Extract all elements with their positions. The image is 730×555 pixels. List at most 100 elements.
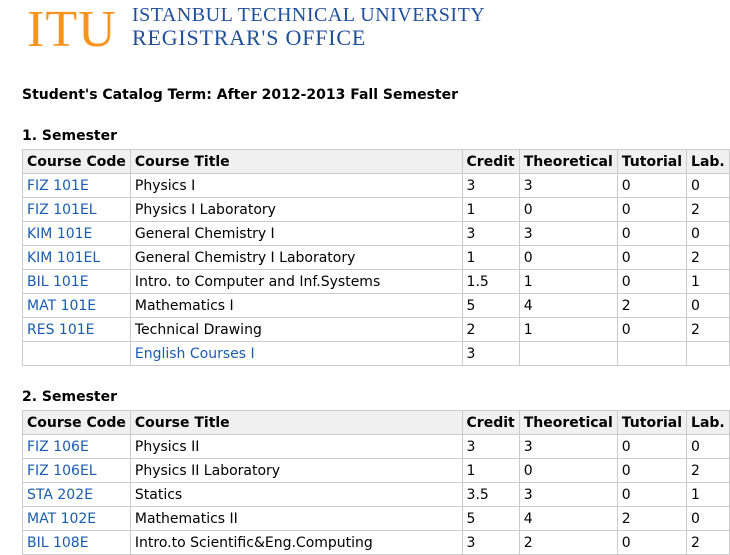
header-row: Course Code Course Title Credit Theoretical… bbox=[22, 410, 730, 435]
course-hours: 3 bbox=[518, 221, 618, 246]
course-hours: 5 bbox=[461, 506, 520, 531]
course-hours: 1 bbox=[461, 197, 520, 222]
course-code[interactable]: KIM 101E bbox=[22, 221, 131, 246]
course-hours: 3 bbox=[461, 173, 520, 198]
course-hours: 1 bbox=[461, 245, 520, 270]
course-hours: 0 bbox=[518, 458, 618, 483]
column-header: Course Title bbox=[129, 410, 463, 435]
course-hours: 1.5 bbox=[461, 269, 520, 294]
course-row: STA 202E Statics 3.5 3 0 1 bbox=[22, 482, 730, 507]
course-title: Physics I bbox=[129, 173, 463, 198]
column-header: Tutorial bbox=[616, 410, 688, 435]
course-hours: 2 bbox=[616, 293, 688, 318]
course-hours: 0 bbox=[616, 269, 688, 294]
course-code bbox=[22, 341, 131, 366]
column-header: Theoretical bbox=[518, 410, 618, 435]
course-hours: 1 bbox=[686, 269, 730, 294]
course-hours: 0 bbox=[616, 173, 688, 198]
course-title: General Chemistry I Laboratory bbox=[129, 245, 463, 270]
course-hours: 1 bbox=[518, 317, 618, 342]
course-hours bbox=[616, 341, 688, 366]
column-header: Credit bbox=[461, 410, 520, 435]
course-hours: 2 bbox=[518, 530, 618, 555]
course-hours: 2 bbox=[686, 458, 730, 483]
course-hours: 1 bbox=[518, 269, 618, 294]
course-title: Intro.to Scientific&Eng.Computing bbox=[129, 530, 463, 555]
course-hours: 3 bbox=[461, 434, 520, 459]
course-row: FIZ 101EL Physics I Laboratory 1 0 0 2 bbox=[22, 197, 730, 222]
course-hours bbox=[518, 341, 618, 366]
course-hours: 0 bbox=[616, 221, 688, 246]
course-hours: 0 bbox=[686, 506, 730, 531]
course-code[interactable]: RES 101E bbox=[22, 317, 131, 342]
column-header: Theoretical bbox=[518, 149, 618, 174]
course-title: Statics bbox=[129, 482, 463, 507]
course-hours: 0 bbox=[616, 434, 688, 459]
course-hours: 3 bbox=[461, 530, 520, 555]
course-hours: 0 bbox=[616, 530, 688, 555]
course-hours: 3 bbox=[461, 221, 520, 246]
course-code[interactable]: FIZ 101E bbox=[22, 173, 131, 198]
course-row: RES 101E Technical Drawing 2 1 0 2 bbox=[22, 317, 730, 342]
course-hours: 4 bbox=[518, 293, 618, 318]
course-hours: 3.5 bbox=[461, 482, 520, 507]
column-header: Lab. bbox=[686, 149, 730, 174]
course-code[interactable]: FIZ 106EL bbox=[22, 458, 131, 483]
course-hours: 0 bbox=[616, 458, 688, 483]
column-header: Course Title bbox=[129, 149, 463, 174]
course-hours: 1 bbox=[461, 458, 520, 483]
course-hours: 0 bbox=[518, 245, 618, 270]
course-row: FIZ 106EL Physics II Laboratory 1 0 0 2 bbox=[22, 458, 730, 483]
course-code[interactable]: FIZ 106E bbox=[22, 434, 131, 459]
course-row: KIM 101EL General Chemistry I Laboratory 1… bbox=[22, 245, 730, 270]
course-code[interactable]: BIL 108E bbox=[22, 530, 131, 555]
course-hours: 2 bbox=[686, 317, 730, 342]
course-title[interactable]: English Courses I bbox=[129, 341, 463, 366]
column-header: Course Code bbox=[22, 149, 131, 174]
course-title: Mathematics II bbox=[129, 506, 463, 531]
office-name: REGISTRAR'S OFFICE bbox=[132, 25, 367, 50]
course-code[interactable]: FIZ 101EL bbox=[22, 197, 131, 222]
course-title: General Chemistry I bbox=[129, 221, 463, 246]
course-hours: 2 bbox=[686, 197, 730, 222]
course-table: Course Code Course Title Credit Theoretical… bbox=[22, 149, 730, 366]
course-hours: 0 bbox=[686, 221, 730, 246]
course-row: MAT 102E Mathematics II 5 4 2 0 bbox=[22, 506, 730, 531]
course-hours: 0 bbox=[686, 173, 730, 198]
course-code[interactable]: BIL 101E bbox=[22, 269, 131, 294]
course-hours: 0 bbox=[616, 317, 688, 342]
course-title: Physics I Laboratory bbox=[129, 197, 463, 222]
course-row: FIZ 106E Physics II 3 3 0 0 bbox=[22, 434, 730, 459]
course-hours: 3 bbox=[518, 434, 618, 459]
semester-title: 2. Semester bbox=[22, 389, 118, 405]
course-code[interactable]: STA 202E bbox=[22, 482, 131, 507]
column-header: Lab. bbox=[686, 410, 730, 435]
course-code[interactable]: MAT 101E bbox=[22, 293, 131, 318]
course-hours: 2 bbox=[686, 530, 730, 555]
course-hours: 2 bbox=[616, 506, 688, 531]
course-hours bbox=[686, 341, 730, 366]
logo: ITU bbox=[27, 1, 117, 58]
course-hours: 3 bbox=[461, 341, 520, 366]
course-hours: 0 bbox=[616, 245, 688, 270]
course-title: Physics II bbox=[129, 434, 463, 459]
course-hours: 4 bbox=[518, 506, 618, 531]
course-hours: 3 bbox=[518, 482, 618, 507]
course-code[interactable]: KIM 101EL bbox=[22, 245, 131, 270]
university-name: ISTANBUL TECHNICAL UNIVERSITY bbox=[132, 4, 486, 26]
course-title: Intro. to Computer and Inf.Systems bbox=[129, 269, 463, 294]
column-header: Tutorial bbox=[616, 149, 688, 174]
course-row: BIL 101E Intro. to Computer and Inf.Syste… bbox=[22, 269, 730, 294]
course-title: Technical Drawing bbox=[129, 317, 463, 342]
course-hours: 2 bbox=[461, 317, 520, 342]
semester-title: 1. Semester bbox=[22, 128, 118, 144]
course-title: Mathematics I bbox=[129, 293, 463, 318]
course-hours: 0 bbox=[616, 197, 688, 222]
course-title: Physics II Laboratory bbox=[129, 458, 463, 483]
course-code[interactable]: MAT 102E bbox=[22, 506, 131, 531]
